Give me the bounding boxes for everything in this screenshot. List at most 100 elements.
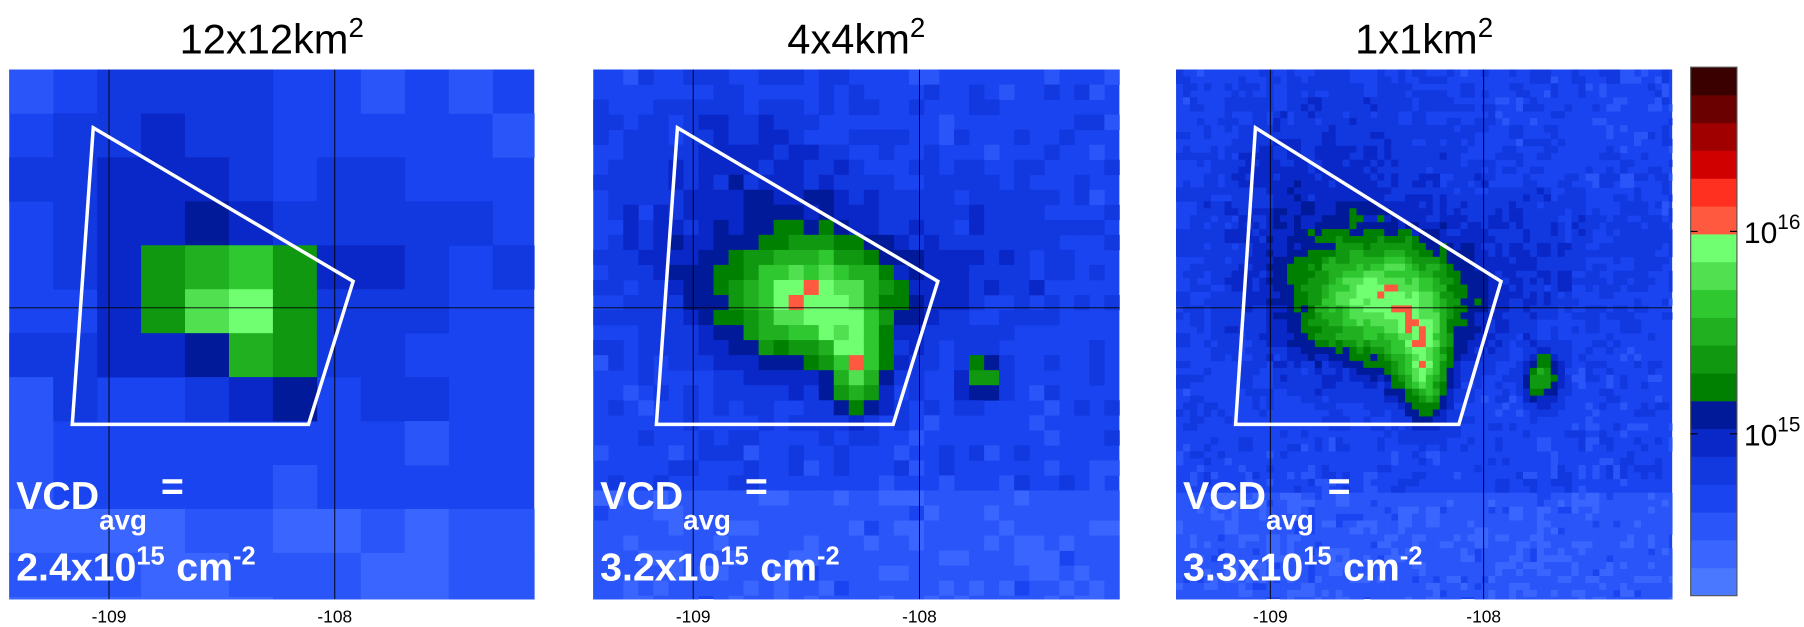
map-cell xyxy=(1301,271,1308,278)
map-cell xyxy=(984,100,999,115)
map-cell xyxy=(1579,534,1586,541)
map-cell xyxy=(1370,215,1377,222)
map-cell xyxy=(729,280,744,295)
map-cell xyxy=(1350,396,1357,403)
map-cell xyxy=(1440,514,1447,521)
map-cell xyxy=(1516,250,1523,257)
map-cell xyxy=(1537,576,1544,583)
map-cell xyxy=(1474,562,1481,569)
map-cell xyxy=(683,160,698,175)
map-cell xyxy=(1572,507,1579,514)
map-cell xyxy=(729,190,744,205)
map-cell xyxy=(1412,111,1419,118)
map-cell xyxy=(1495,215,1502,222)
map-cell xyxy=(1634,354,1641,361)
map-cell xyxy=(1620,215,1627,222)
map-cell xyxy=(1391,305,1398,312)
map-cell xyxy=(1454,583,1461,590)
map-cell xyxy=(1391,146,1398,153)
map-cell xyxy=(1350,264,1357,271)
map-cell xyxy=(1252,97,1259,104)
map-cell xyxy=(1232,229,1239,236)
map-cell xyxy=(999,520,1014,535)
map-cell xyxy=(1467,194,1474,201)
map-cell xyxy=(1488,160,1495,167)
map-cell xyxy=(1343,444,1350,451)
map-cell xyxy=(1433,583,1440,590)
map-cell xyxy=(1287,76,1294,83)
map-cell xyxy=(714,355,729,370)
map-cell xyxy=(1551,451,1558,458)
map-cell xyxy=(1197,208,1204,215)
map-cell xyxy=(1481,104,1488,111)
map-cell xyxy=(1502,486,1509,493)
map-cell xyxy=(1197,534,1204,541)
map-cell xyxy=(683,355,698,370)
map-cell xyxy=(273,289,317,333)
map-cell xyxy=(1641,257,1648,264)
map-cell xyxy=(1259,194,1266,201)
map-cell xyxy=(698,310,713,325)
map-cell xyxy=(1447,590,1454,597)
map-cell xyxy=(744,325,759,340)
map-cell xyxy=(1287,90,1294,97)
map-cell xyxy=(1259,312,1266,319)
map-cell xyxy=(1454,181,1461,188)
map-cell xyxy=(789,460,804,475)
map-cell xyxy=(1627,229,1634,236)
map-cell xyxy=(1648,333,1655,340)
map-cell xyxy=(1059,520,1074,535)
map-cell xyxy=(924,190,939,205)
map-cell xyxy=(97,245,141,289)
map-cell xyxy=(1648,541,1655,548)
map-cell xyxy=(1433,500,1440,507)
map-cell xyxy=(1620,326,1627,333)
map-cell xyxy=(1481,305,1488,312)
map-cell xyxy=(1544,555,1551,562)
map-cell xyxy=(1481,194,1488,201)
map-cell xyxy=(1454,298,1461,305)
map-cell xyxy=(834,69,849,84)
map-cell xyxy=(1405,257,1412,264)
map-cell xyxy=(1634,208,1641,215)
map-cell xyxy=(1537,312,1544,319)
map-cell xyxy=(1204,174,1211,181)
map-cell xyxy=(1585,368,1592,375)
map-cell xyxy=(141,69,185,113)
map-cell xyxy=(141,289,185,333)
map-cell xyxy=(1461,548,1468,555)
map-cell xyxy=(939,250,954,265)
map-cell xyxy=(864,430,879,445)
map-cell xyxy=(1350,298,1357,305)
map-cell xyxy=(1190,534,1197,541)
map-cell xyxy=(1516,215,1523,222)
map-cell xyxy=(1537,194,1544,201)
map-cell xyxy=(1377,534,1384,541)
map-cell xyxy=(1447,527,1454,534)
map-cell xyxy=(1419,319,1426,326)
map-cell xyxy=(1391,333,1398,340)
map-cell xyxy=(1183,153,1190,160)
map-cell xyxy=(683,460,698,475)
map-cell xyxy=(759,220,774,235)
map-cell xyxy=(1419,527,1426,534)
map-cell xyxy=(1495,514,1502,521)
map-cell xyxy=(1322,576,1329,583)
map-cell xyxy=(1239,181,1246,188)
map-cell xyxy=(1204,298,1211,305)
map-cell xyxy=(729,475,744,490)
map-cell xyxy=(1419,278,1426,285)
map-cell xyxy=(1572,590,1579,597)
map-cell xyxy=(1467,125,1474,132)
map-cell xyxy=(1384,493,1391,500)
map-cell xyxy=(1280,236,1287,243)
map-cell xyxy=(1648,132,1655,139)
map-cell xyxy=(1530,361,1537,368)
map-cell xyxy=(668,340,683,355)
map-cell xyxy=(593,596,608,600)
map-cell xyxy=(1287,215,1294,222)
map-cell xyxy=(698,355,713,370)
map-cell xyxy=(1329,382,1336,389)
map-cell xyxy=(1280,174,1287,181)
map-cell xyxy=(1398,340,1405,347)
